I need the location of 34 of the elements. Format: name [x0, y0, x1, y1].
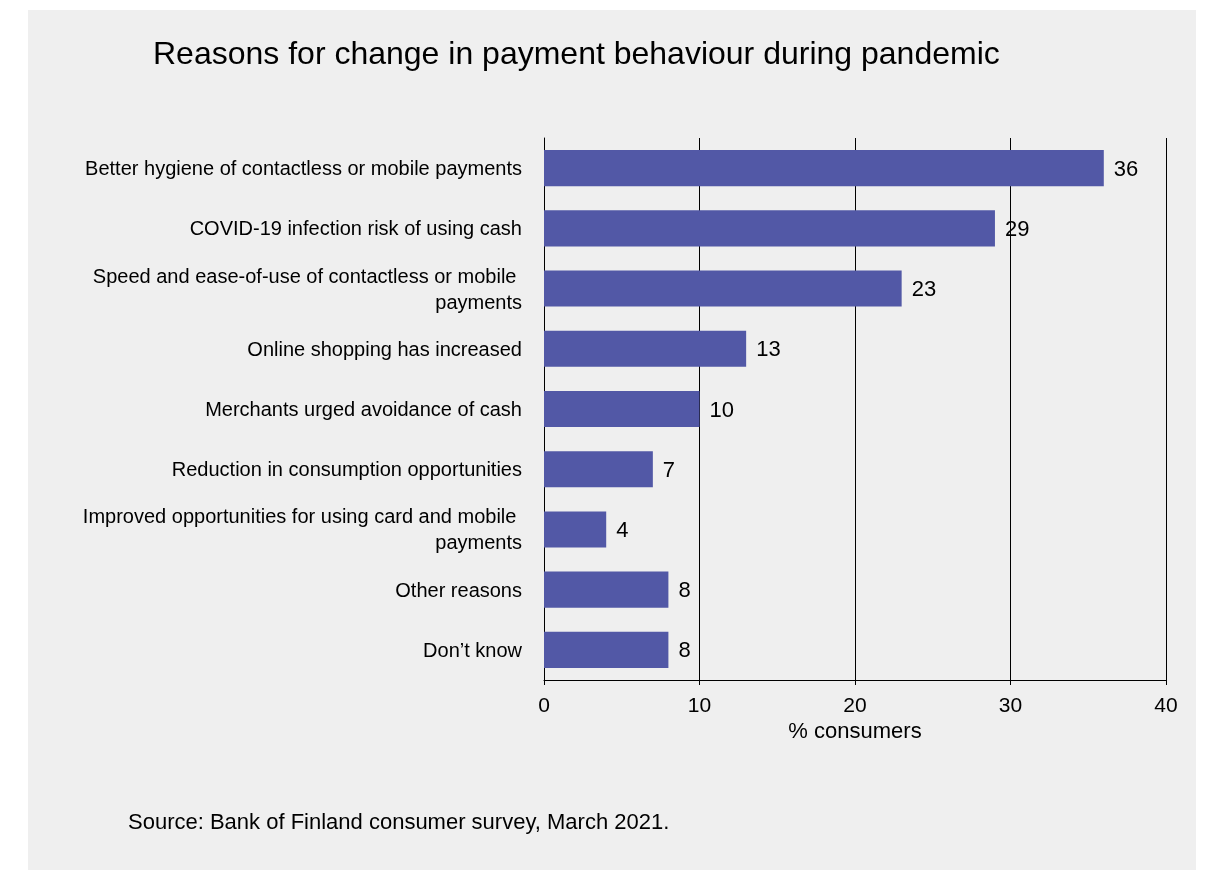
chart-title: Reasons for change in payment behaviour during pandemic	[153, 35, 1000, 71]
bar	[544, 631, 669, 668]
x-tick-label: 30	[998, 693, 1023, 716]
bar	[544, 390, 700, 428]
bar	[544, 571, 669, 608]
x-tick-label: 40	[1154, 693, 1178, 716]
data-label: 8	[678, 637, 691, 663]
bar	[544, 330, 747, 367]
y-tick-label: Don’t know	[423, 638, 523, 661]
x-axis-title: % consumers	[788, 718, 922, 744]
x-tick-label: 20	[843, 693, 867, 716]
y-tick-label: Merchants urged avoidance of cash	[205, 398, 522, 420]
y-tick-label: Online shopping has increased	[247, 337, 522, 360]
bar	[544, 451, 653, 488]
bar	[544, 270, 902, 307]
x-tick-label: 10	[687, 693, 712, 716]
y-tick-label: Reduction in consumption opportunities	[171, 458, 522, 481]
data-label: 10	[709, 396, 734, 422]
data-label: 7	[662, 456, 676, 482]
y-tick-label: Improved opportunities for using card and mobile payments	[82, 505, 522, 554]
data-label: 36	[1113, 155, 1139, 181]
y-tick-label: Other reasons	[395, 578, 522, 601]
y-tick-label: Better hygiene of contactless or mobile payments	[85, 157, 522, 180]
data-label: 23	[911, 276, 937, 302]
bar	[544, 210, 995, 247]
bar	[544, 150, 1104, 187]
data-label: 8	[678, 577, 691, 603]
source-note: Source: Bank of Finland consumer survey, March 2021.	[128, 808, 670, 834]
x-tick-label: 0	[538, 693, 550, 716]
y-tick-label: Speed and ease-of-use of contactless or mobile payments	[92, 264, 522, 313]
data-label: 4	[616, 516, 629, 542]
y-tick-label: COVID-19 infection risk of using cash	[189, 217, 522, 240]
data-label: 13	[756, 336, 781, 362]
bar	[544, 511, 607, 548]
